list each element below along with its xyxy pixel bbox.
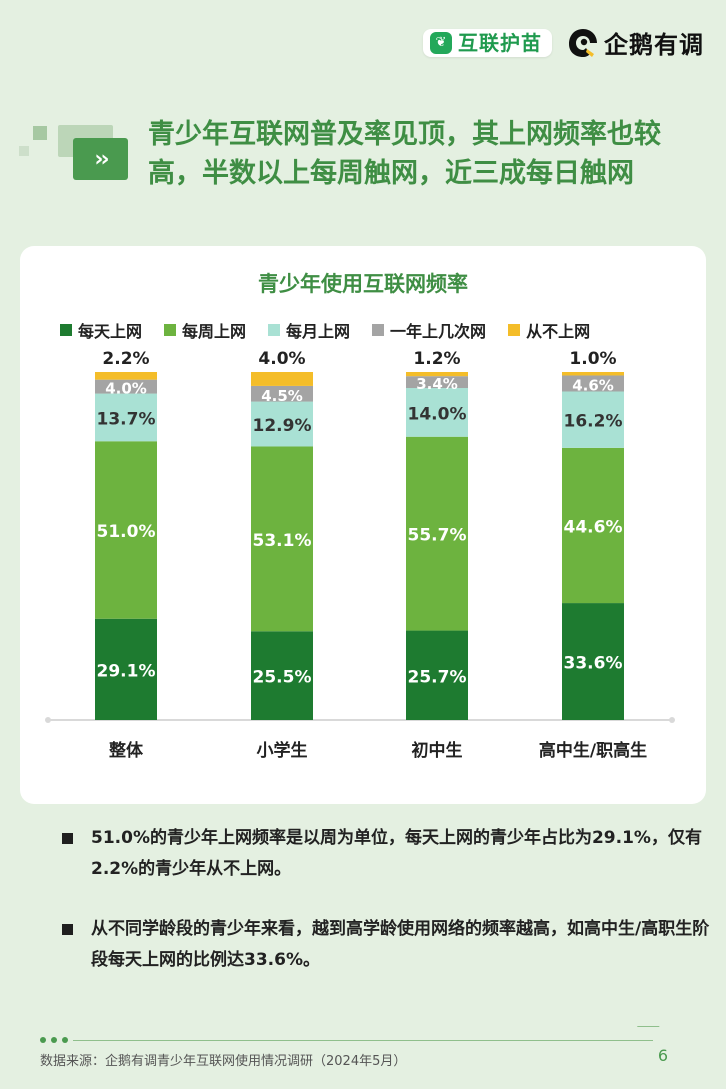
legend-label: 从不上网 bbox=[526, 322, 591, 341]
data-source: 数据来源：企鹅有调青少年互联网使用情况调研（2024年5月） bbox=[40, 1054, 407, 1069]
legend-item: 从不上网 bbox=[508, 318, 590, 342]
bar-segment bbox=[251, 446, 313, 632]
data-label: 4.0% bbox=[258, 349, 305, 369]
legend-swatch bbox=[508, 324, 521, 336]
bar-segment bbox=[95, 393, 157, 442]
legend-label: 每月上网 bbox=[286, 322, 351, 341]
legend-item: 每天上网 bbox=[60, 318, 142, 342]
bar-segment bbox=[406, 630, 468, 720]
data-label: 14.0% bbox=[408, 404, 467, 424]
chart-legend: 每天上网 每周上网 每月上网 一年上几次网 从不上网 bbox=[60, 318, 612, 342]
bar-segment bbox=[562, 447, 624, 604]
stacked-bar-chart: 29.1% 51.0% 13.7% 4.0% 2.2% 整体 25.5% 53.1% 12.9%… bbox=[45, 349, 675, 761]
x-axis-end-dot bbox=[45, 717, 51, 723]
data-label: 44.6% bbox=[564, 517, 623, 537]
deco-square bbox=[33, 126, 47, 140]
legend-item: 每月上网 bbox=[268, 318, 350, 342]
legend-swatch bbox=[372, 324, 385, 336]
penguin-logo-text: 企鹅有调 bbox=[604, 31, 704, 59]
legend-swatch bbox=[164, 324, 177, 336]
category-label: 高中生/职高生 bbox=[539, 740, 647, 761]
category-label: 小学生 bbox=[257, 740, 308, 761]
data-label: 55.7% bbox=[408, 526, 467, 546]
logo-bar: ❦ 互联护苗 企鹅有调 bbox=[423, 25, 704, 60]
footer-dots bbox=[40, 1037, 68, 1043]
data-label: 51.0% bbox=[97, 522, 156, 542]
bar-segment bbox=[95, 372, 157, 380]
data-label: 2.2% bbox=[102, 349, 149, 369]
bar-segment bbox=[562, 391, 624, 448]
data-label: 1.0% bbox=[569, 349, 616, 369]
double-chevron-icon: ›› bbox=[73, 138, 128, 180]
penguin-logo: 企鹅有调 bbox=[566, 25, 704, 60]
data-label: 16.2% bbox=[564, 412, 623, 432]
data-label: 4.5% bbox=[261, 387, 303, 405]
huhu-logo: ❦ 互联护苗 bbox=[423, 28, 552, 57]
data-label: 53.1% bbox=[253, 531, 312, 551]
bar-segment bbox=[95, 379, 157, 394]
sprout-icon: ❦ bbox=[430, 31, 452, 54]
legend-item: 每周上网 bbox=[164, 318, 246, 342]
bar-segment bbox=[562, 372, 624, 376]
data-label: 12.9% bbox=[253, 416, 312, 436]
data-label: 4.6% bbox=[572, 376, 614, 394]
data-label: 33.6% bbox=[564, 654, 623, 674]
footer-divider bbox=[73, 1040, 653, 1041]
legend-label: 每天上网 bbox=[78, 322, 143, 341]
bullet-icon bbox=[62, 924, 73, 935]
note-1: 51.0%的青少年上网频率是以周为单位，每天上网的青少年占比为29.1%，仅有2… bbox=[91, 828, 702, 879]
bullet-icon bbox=[62, 833, 73, 844]
legend-label: 每周上网 bbox=[182, 322, 247, 341]
bar-segment bbox=[562, 375, 624, 392]
x-axis-end-dot bbox=[669, 717, 675, 723]
data-label: 13.7% bbox=[97, 409, 156, 429]
huhu-logo-text: 互联护苗 bbox=[458, 30, 542, 55]
penguin-icon bbox=[569, 28, 597, 57]
bar-segment bbox=[95, 618, 157, 720]
bar-segment bbox=[251, 385, 313, 402]
page-headline: 青少年互联网普及率见顶，其上网频率也较高，半数以上每周触网，近三成每日触网 bbox=[148, 119, 661, 189]
bar-segment bbox=[251, 372, 313, 386]
bar-segment bbox=[406, 436, 468, 631]
bar-segment bbox=[251, 401, 313, 447]
data-label: 1.2% bbox=[413, 349, 460, 369]
bar-segment bbox=[251, 631, 313, 720]
category-label: 整体 bbox=[109, 740, 144, 761]
bar-segment bbox=[406, 372, 468, 377]
data-label: 25.7% bbox=[408, 667, 467, 687]
data-label: 4.0% bbox=[105, 380, 147, 398]
legend-swatch bbox=[60, 324, 72, 336]
bar-segment bbox=[95, 441, 157, 619]
chart-title: 青少年使用互联网频率 bbox=[258, 272, 468, 296]
bar-segment bbox=[406, 388, 468, 437]
data-label: 25.5% bbox=[253, 668, 312, 688]
deco-square bbox=[19, 146, 29, 156]
data-label: 3.4% bbox=[416, 375, 458, 393]
legend-item: 一年上几次网 bbox=[372, 318, 486, 342]
data-label: 29.1% bbox=[97, 661, 156, 681]
category-label: 初中生 bbox=[412, 740, 463, 761]
bar-segment bbox=[406, 376, 468, 389]
page-number: 6 bbox=[657, 1046, 668, 1065]
legend-swatch bbox=[268, 324, 281, 336]
bar-segment bbox=[562, 603, 624, 720]
legend-label: 一年上几次网 bbox=[390, 322, 487, 341]
note-2: 从不同学龄段的青少年来看，越到高学龄使用网络的频率越高，如高中生/高职生阶段每天… bbox=[91, 919, 710, 970]
